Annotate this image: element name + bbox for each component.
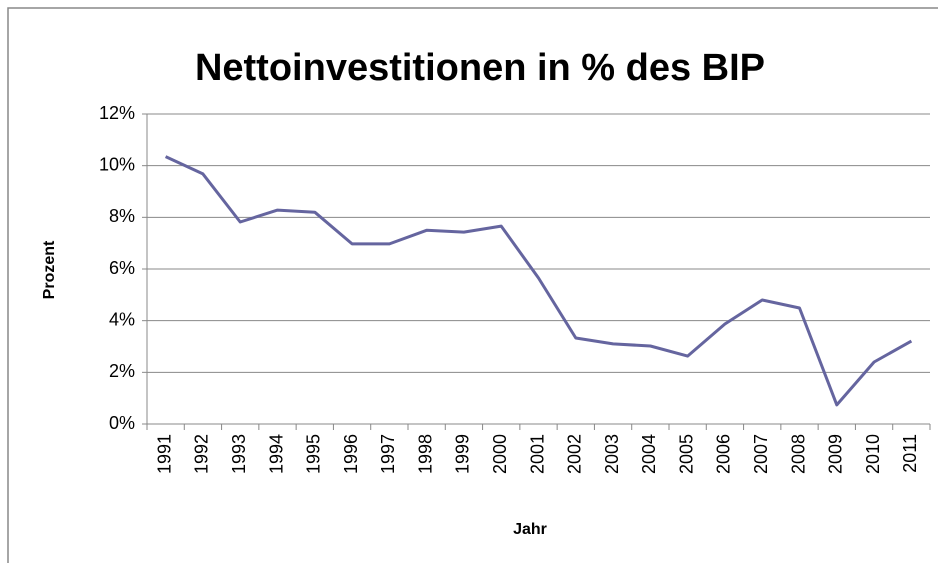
- x-tick-label: 2007: [751, 434, 771, 474]
- y-axis-label: Prozent: [41, 240, 58, 299]
- x-tick-label: 2002: [565, 434, 585, 474]
- x-tick-label: 2008: [788, 434, 808, 474]
- x-tick-label: 1996: [341, 434, 361, 474]
- x-tick-label: 2005: [676, 434, 696, 474]
- y-tick-label: 8%: [109, 206, 135, 226]
- chart-title: Nettoinvestitionen in % des BIP: [195, 47, 765, 89]
- x-tick-label: 2001: [527, 434, 547, 474]
- y-tick-label: 6%: [109, 258, 135, 278]
- y-tick-label: 4%: [109, 309, 135, 329]
- x-tick-label: 1999: [453, 434, 473, 474]
- x-tick-label: 1992: [192, 434, 212, 474]
- x-tick-label: 1991: [154, 434, 174, 474]
- x-tick-label: 2004: [639, 434, 659, 474]
- x-tick-label: 1995: [304, 434, 324, 474]
- y-tick-label: 10%: [99, 154, 135, 174]
- y-tick-label: 0%: [109, 413, 135, 433]
- data-line: [164, 155, 913, 407]
- y-tick-label: 2%: [109, 361, 135, 381]
- x-tick-label: 1998: [415, 434, 435, 474]
- x-tick-label: 2000: [490, 434, 510, 474]
- x-tick-label: 2006: [714, 434, 734, 474]
- chart-frame: [7, 7, 938, 563]
- x-tick-label: 1997: [378, 434, 398, 474]
- x-tick-label: 2010: [863, 434, 883, 474]
- x-tick-label: 1994: [266, 434, 286, 474]
- x-tick-label: 2011: [900, 434, 920, 473]
- x-tick-label: 2009: [826, 434, 846, 474]
- x-tick-label: 1993: [229, 434, 249, 474]
- x-axis-label: Jahr: [513, 521, 547, 538]
- x-tick-label: 2003: [602, 434, 622, 474]
- y-tick-label: 12%: [99, 103, 135, 123]
